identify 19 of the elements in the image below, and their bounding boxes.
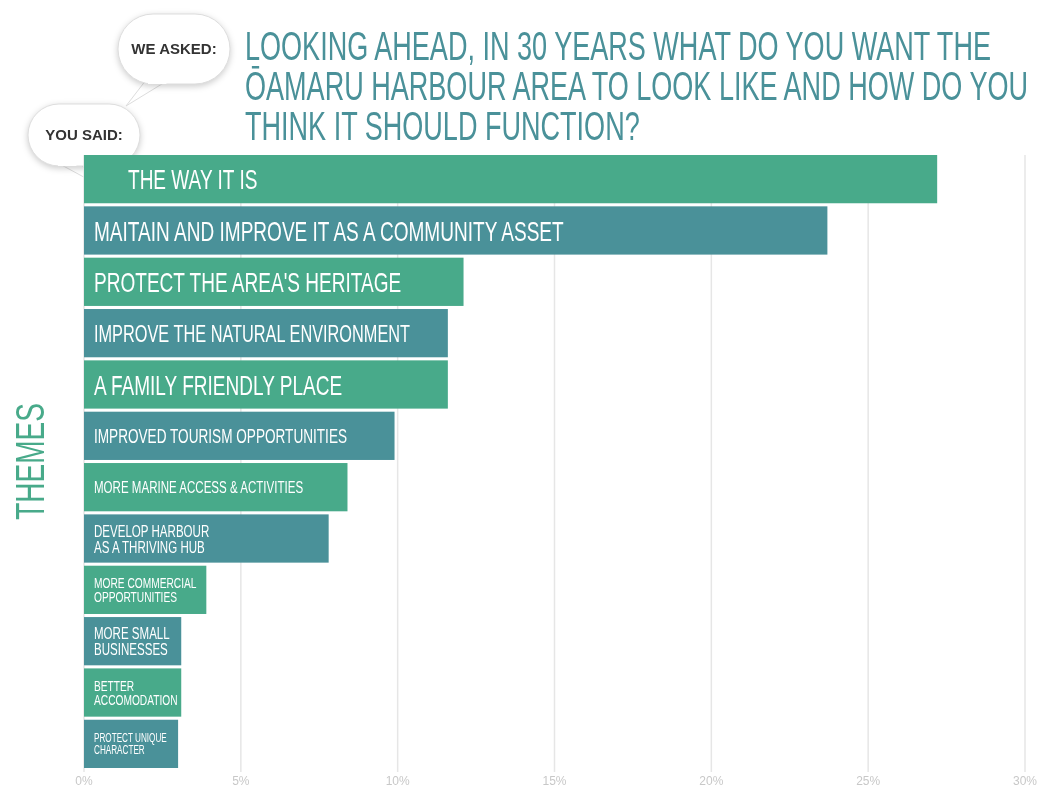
y-tick-label: MORE SMALL BUSINESSES bbox=[94, 624, 170, 659]
text: WE ASKED: bbox=[131, 40, 217, 57]
y-tick-label: MORE MARINE ACCESS & ACTIVITIES bbox=[94, 478, 304, 497]
y-tick-label: MAITAIN AND IMPROVE IT AS A COMMUNITY ASSET bbox=[94, 214, 564, 247]
bar bbox=[84, 206, 828, 255]
y-tick-label: A FAMILY FRIENDLY PLACE bbox=[94, 368, 343, 401]
y-tick-label: DEVELOP HARBOUR AS A THRIVING HUB bbox=[94, 521, 210, 557]
chart-title: LOOKING AHEAD, IN 30 YEARS WHAT DO YOU WANT THE ŌAMARU HARBOUR AREA TO LOOK LIKE AND HOW DO YOU THINK IT SHOULD FUNCTION? bbox=[245, 23, 1029, 149]
y-tick-label: MORE COMMERCIAL OPPORTUNITIES bbox=[94, 574, 197, 606]
y-tick-label: PROTECT UNIQUE CHARACTER bbox=[94, 731, 167, 757]
y-tick-label: IMPROVED TOURISM OPPORTUNITIES bbox=[94, 425, 348, 448]
y-tick-label: PROTECT THE AREA'S HERITAGE bbox=[94, 266, 402, 298]
text: YOU SAID: bbox=[45, 126, 123, 143]
y-tick-label: IMPROVE THE NATURAL ENVIRONMENT bbox=[94, 319, 411, 347]
bar bbox=[84, 155, 938, 204]
y-tick-label: THE WAY IT IS bbox=[128, 163, 258, 196]
y-tick-label: BETTER ACCOMODATION bbox=[94, 676, 178, 709]
y-axis-title: THEMES bbox=[8, 403, 53, 520]
bar bbox=[84, 360, 448, 409]
